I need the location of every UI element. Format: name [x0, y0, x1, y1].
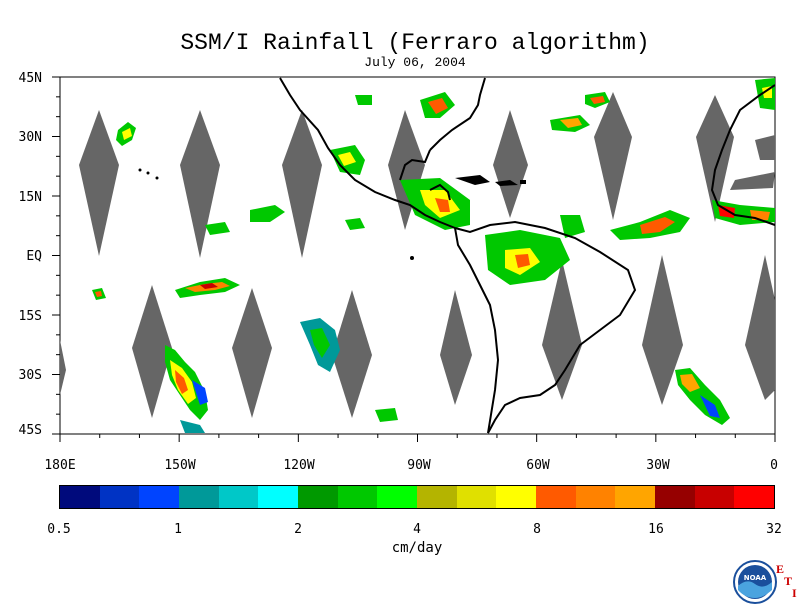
legend-swatch — [417, 486, 457, 508]
swath — [79, 110, 119, 256]
swath — [696, 95, 734, 222]
legend-swatch — [298, 486, 338, 508]
legend-tick-2: 2 — [294, 522, 302, 537]
legend-tick-8: 8 — [533, 522, 541, 537]
swath — [332, 290, 372, 418]
south-america-west-coast — [454, 227, 500, 434]
lon-label-30w: 30W — [646, 458, 670, 473]
swath — [282, 110, 322, 258]
rainfall-patches — [92, 78, 775, 433]
swath — [542, 260, 582, 400]
lat-label-eq: EQ — [26, 249, 42, 264]
lon-label-180e: 180E — [44, 458, 76, 473]
lat-label-45s: 45S — [18, 423, 42, 438]
legend-swatch — [258, 486, 299, 508]
legend-swatch — [615, 486, 656, 508]
africa-coast — [710, 84, 776, 226]
swath — [745, 255, 775, 400]
swath — [755, 135, 775, 160]
logo-letter-t: T — [784, 574, 793, 588]
rainfall-map — [52, 76, 776, 442]
islands — [138, 168, 526, 260]
rain-patch-gulf-atlantic — [355, 78, 775, 132]
legend-swatch — [694, 486, 735, 508]
lat-label-45n: 45N — [18, 71, 42, 86]
lat-label-30n: 30N — [18, 130, 42, 145]
legend-swatch — [337, 486, 378, 508]
lon-label-60w: 60W — [526, 458, 550, 473]
swath — [132, 285, 172, 418]
logo-letter-i: I — [792, 586, 797, 600]
legend-tick-16: 16 — [648, 522, 664, 537]
legend-swatch — [536, 486, 576, 508]
legend-swatch — [575, 486, 616, 508]
swath — [180, 110, 220, 258]
legend-swatch — [456, 486, 497, 508]
svg-text:NOAA: NOAA — [744, 574, 767, 582]
noaa-logo: NOAA — [733, 560, 777, 604]
swath — [642, 255, 683, 405]
color-legend — [59, 485, 775, 509]
swath — [232, 288, 272, 418]
rain-patch-central-pacific — [300, 318, 398, 422]
legend-swatch — [655, 486, 695, 508]
legend-tick-32: 32 — [766, 522, 782, 537]
lat-label-15n: 15N — [18, 190, 42, 205]
map-date: July 06, 2004 — [364, 55, 466, 70]
units-label: cm/day — [391, 540, 443, 556]
swath — [730, 172, 775, 190]
rain-patch-itcz-west — [92, 278, 240, 300]
yucatan-coast — [429, 183, 451, 201]
logo-letter-e: E — [776, 562, 785, 576]
coastlines — [279, 77, 776, 434]
map-title: SSM/I Rainfall (Ferraro algorithm) — [180, 30, 650, 56]
lon-label-120w: 120W — [283, 458, 315, 473]
legend-tick-0-5: 0.5 — [47, 522, 71, 537]
lon-label-150w: 150W — [164, 458, 196, 473]
rain-patch-south-atlantic — [675, 368, 730, 425]
swath — [594, 92, 632, 220]
south-america-coast — [454, 220, 637, 434]
rain-patch-south-pacific — [165, 345, 208, 433]
legend-tick-4: 4 — [413, 522, 421, 537]
legend-swatch — [377, 486, 418, 508]
legend-swatch — [139, 486, 180, 508]
legend-swatch — [496, 486, 537, 508]
lat-label-15s: 15S — [18, 309, 42, 324]
lon-label-0: 0 — [770, 458, 778, 473]
legend-swatch — [218, 486, 259, 508]
no-data-swaths — [60, 92, 775, 418]
gulf-coast-2 — [399, 149, 431, 181]
legend-swatch — [179, 486, 219, 508]
rain-patch-amazon — [485, 215, 585, 285]
legend-swatch — [734, 486, 775, 508]
swath — [60, 340, 66, 395]
axis-ticks — [52, 76, 776, 442]
lon-label-90w: 90W — [407, 458, 431, 473]
rain-patch-north-pacific — [116, 122, 285, 235]
legend-swatch — [99, 486, 140, 508]
legend-tick-1: 1 — [174, 522, 182, 537]
lat-label-30s: 30S — [18, 368, 42, 383]
rain-patch-north-atlantic-itcz — [610, 200, 775, 240]
legend-swatch — [60, 486, 100, 508]
swath — [440, 290, 472, 405]
swath — [493, 110, 528, 218]
north-america-coast — [279, 77, 456, 229]
gulf-coast — [429, 77, 486, 151]
